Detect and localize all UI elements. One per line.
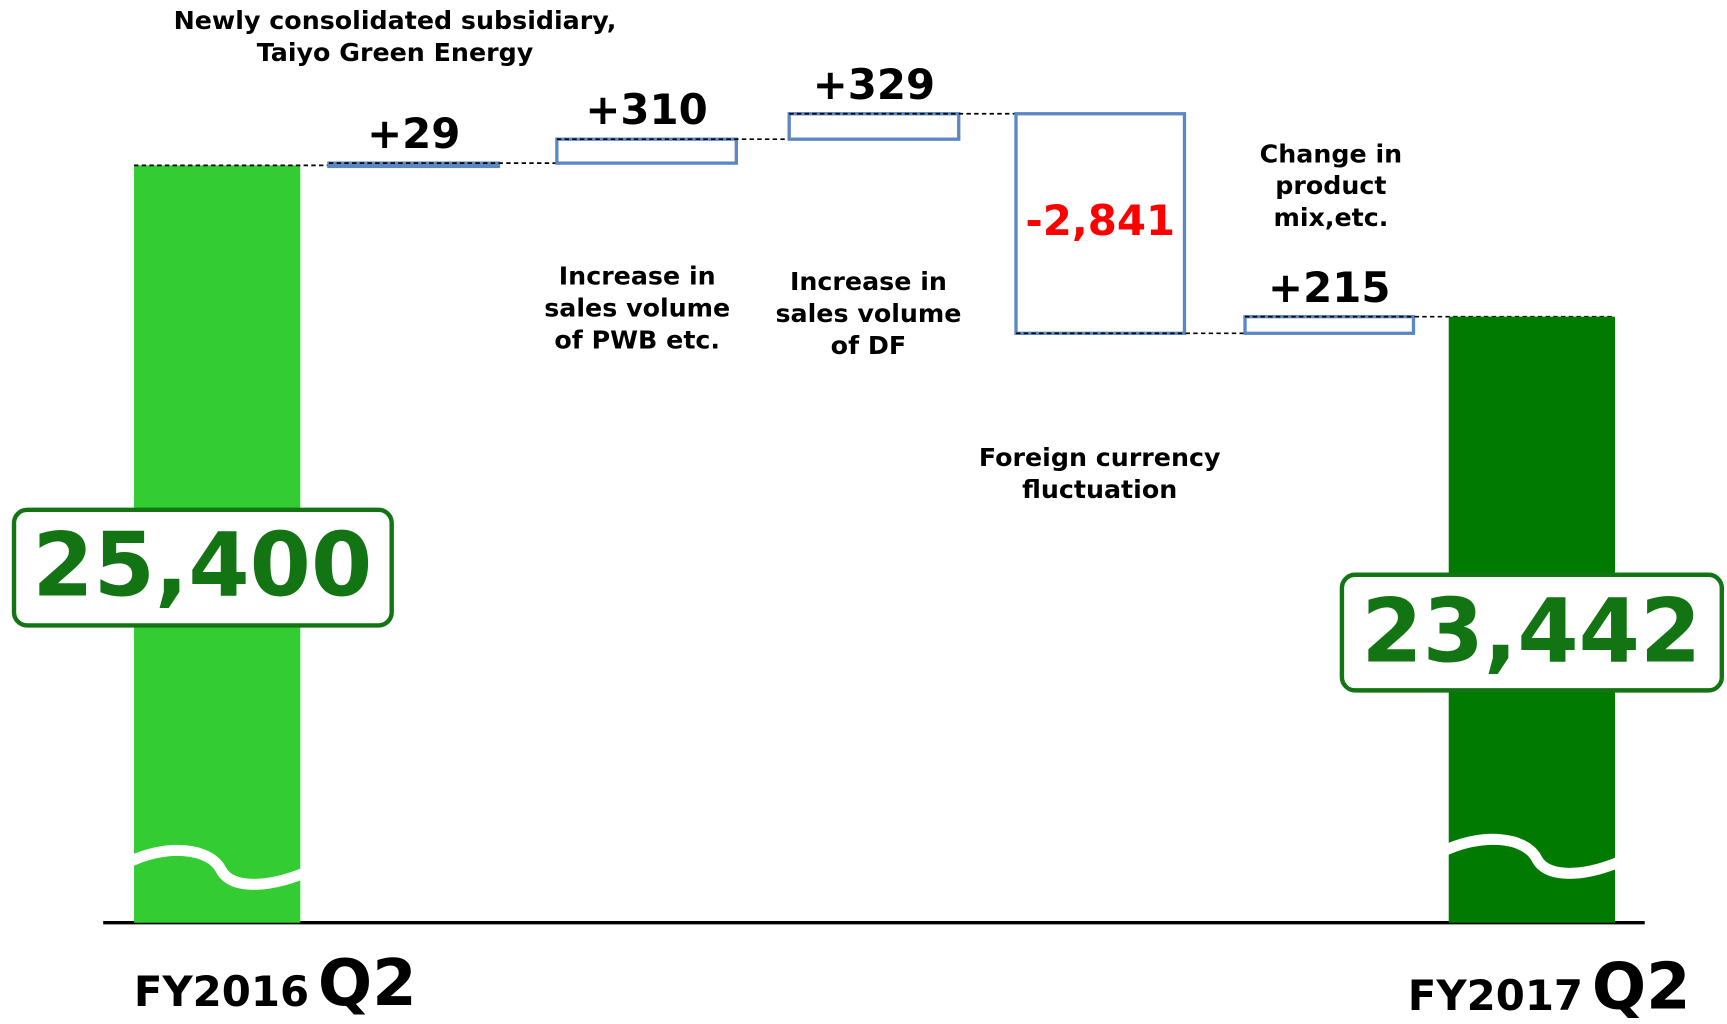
category-label: FY2017 <box>1408 971 1583 1020</box>
step-bar <box>787 112 961 141</box>
axis-break <box>1436 833 1629 879</box>
annotation: fluctuation <box>1022 474 1177 504</box>
total-label: 23,442 <box>1361 579 1701 682</box>
annotation: Taiyo Green Energy <box>257 37 534 67</box>
annotation: Foreign currency <box>979 442 1221 472</box>
annotation: product <box>1275 170 1386 200</box>
step-bar <box>1014 112 1187 335</box>
annotation: mix,etc. <box>1273 202 1388 232</box>
annotation: sales volume <box>544 292 730 322</box>
value-label: +215 <box>1268 263 1390 312</box>
annotation: of DF <box>831 330 907 360</box>
annotation: Increase in <box>559 260 716 290</box>
category-label: FY2016 <box>134 967 309 1016</box>
total-label-box <box>1339 572 1724 693</box>
value-label: -2,841 <box>1025 196 1175 245</box>
axis-break <box>121 844 314 890</box>
category-label: Q2 <box>318 947 417 1021</box>
step-bar <box>1243 315 1416 335</box>
step-bar <box>555 137 738 165</box>
annotation: sales volume <box>775 298 961 328</box>
value-label: +329 <box>813 60 935 109</box>
total-label: 25,400 <box>32 513 372 616</box>
annotation: Change in <box>1260 138 1403 168</box>
annotation: of PWB etc. <box>554 324 720 354</box>
annotation: Increase in <box>790 266 947 296</box>
value-label: +310 <box>585 85 707 134</box>
annotation: Newly consolidated subsidiary, <box>174 5 617 35</box>
category-label: Q2 <box>1592 951 1691 1024</box>
total-label-box <box>11 507 394 628</box>
value-label: +29 <box>367 109 460 158</box>
